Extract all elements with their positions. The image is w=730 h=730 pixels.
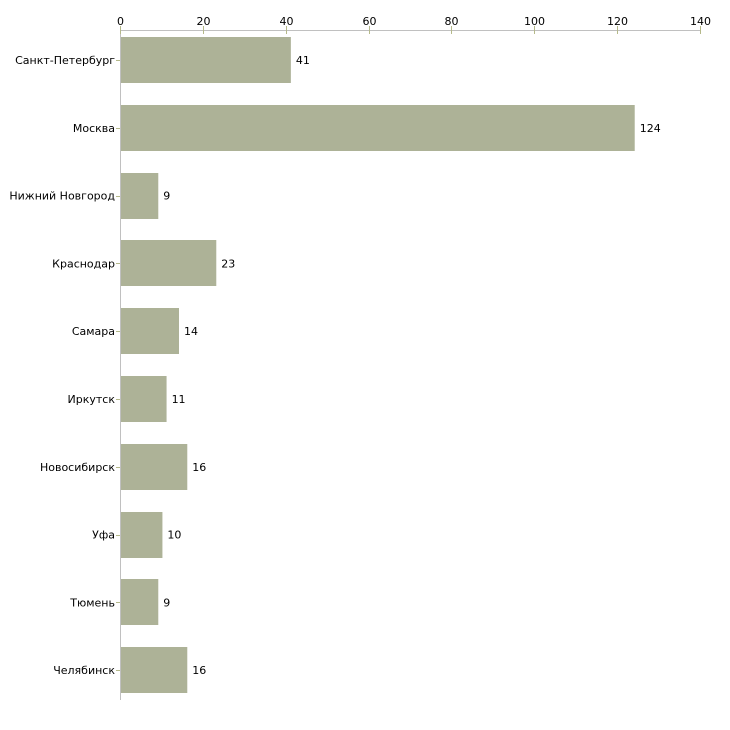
category-label: Москва	[73, 122, 115, 135]
x-tick-label: 20	[197, 15, 211, 28]
bar	[121, 37, 291, 83]
data-label: 14	[184, 325, 198, 338]
x-tick-label: 100	[524, 15, 545, 28]
bar	[121, 173, 159, 219]
x-tick-label: 40	[280, 15, 294, 28]
category-label: Челябинск	[53, 664, 115, 677]
data-label: 23	[221, 257, 235, 270]
category-label: Санкт-Петербург	[15, 54, 115, 67]
data-label: 41	[296, 54, 310, 67]
bar	[121, 647, 188, 693]
bar	[121, 240, 217, 286]
data-label: 9	[163, 190, 170, 203]
data-label: 11	[172, 393, 186, 406]
x-tick-label: 80	[445, 15, 459, 28]
category-label: Тюмень	[69, 596, 115, 609]
data-label: 10	[167, 529, 181, 542]
bar	[121, 308, 179, 354]
bar	[121, 579, 159, 625]
x-tick-label: 0	[117, 15, 124, 28]
category-label: Иркутск	[68, 393, 116, 406]
bar	[121, 376, 167, 422]
data-label: 16	[192, 461, 206, 474]
x-tick-label: 120	[607, 15, 628, 28]
category-label: Нижний Новгород	[9, 190, 115, 203]
bar	[121, 105, 635, 151]
data-label: 16	[192, 664, 206, 677]
category-label: Самара	[72, 325, 115, 338]
x-tick-label: 140	[690, 15, 711, 28]
category-label: Новосибирск	[40, 461, 115, 474]
data-label: 124	[640, 122, 661, 135]
bar	[121, 444, 188, 490]
x-tick-label: 60	[363, 15, 377, 28]
bar	[121, 512, 163, 558]
data-label: 9	[163, 596, 170, 609]
category-label: Уфа	[92, 529, 115, 542]
category-label: Краснодар	[52, 257, 115, 270]
